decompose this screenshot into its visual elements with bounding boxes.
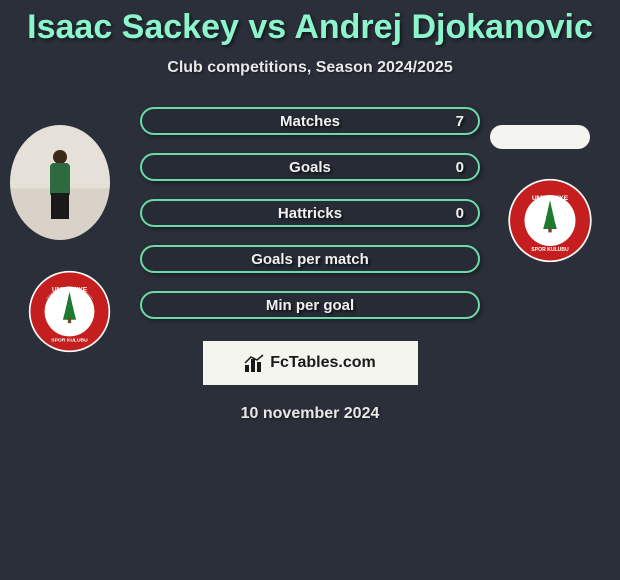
svg-text:UMRANIYE: UMRANIYE (52, 287, 88, 294)
bar-chart-icon (244, 353, 266, 373)
stat-value: 0 (456, 159, 464, 176)
svg-text:UMRANIYE: UMRANIYE (532, 195, 569, 202)
stat-value: 7 (456, 113, 464, 130)
umraniye-badge-icon: UMRANIYE SPOR KULUBU (28, 270, 111, 353)
stat-row-goals: Goals 0 (140, 153, 480, 181)
svg-text:SPOR KULUBU: SPOR KULUBU (51, 337, 88, 343)
player-avatar-left (10, 125, 110, 240)
stat-row-goals-per-match: Goals per match (140, 245, 480, 273)
stats-list: Matches 7 Goals 0 Hattricks 0 Goals per … (140, 107, 480, 319)
stat-label: Hattricks (278, 205, 342, 222)
page-title: Isaac Sackey vs Andrej Djokanovic (0, 0, 620, 47)
stat-label: Goals (289, 159, 331, 176)
player-pill-right (490, 125, 590, 149)
svg-text:SPOR KULUBU: SPOR KULUBU (531, 247, 569, 253)
fctables-label: FcTables.com (270, 354, 376, 372)
club-badge-left: UMRANIYE SPOR KULUBU (28, 270, 111, 353)
stat-label: Matches (280, 113, 340, 130)
stat-value: 0 (456, 205, 464, 222)
stat-label: Goals per match (251, 251, 369, 268)
stat-row-min-per-goal: Min per goal (140, 291, 480, 319)
stat-row-hattricks: Hattricks 0 (140, 199, 480, 227)
umraniye-badge-icon: UMRANIYE SPOR KULUBU (500, 178, 600, 263)
stat-label: Min per goal (266, 297, 354, 314)
date-text: 10 november 2024 (0, 405, 620, 423)
stat-row-matches: Matches 7 (140, 107, 480, 135)
player-photo (10, 125, 110, 240)
subtitle: Club competitions, Season 2024/2025 (0, 59, 620, 77)
fctables-watermark: FcTables.com (203, 341, 418, 385)
club-badge-right: UMRANIYE SPOR KULUBU (500, 178, 600, 263)
